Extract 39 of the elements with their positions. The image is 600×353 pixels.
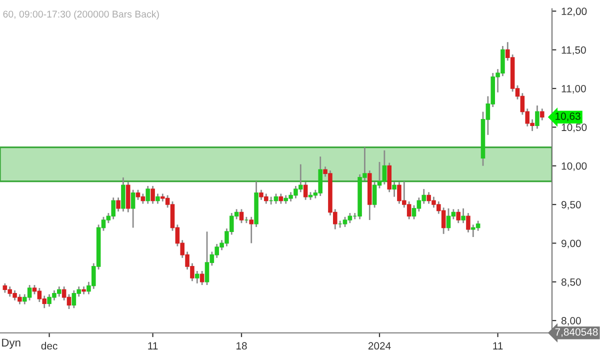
candlestick [146,185,150,204]
x-tick-label: 2024 [368,342,391,350]
text: 7,840548 [555,328,598,337]
y-tick-label: 11,50 [562,46,586,55]
candlestick [116,196,120,212]
candlestick [303,181,308,201]
candlestick [466,212,470,234]
y-tick-label: 9,00 [562,240,581,248]
candlestick [278,192,284,204]
candlestick [274,192,278,204]
candlestick [239,208,244,224]
y-tick-label: 10,00 [562,162,587,171]
y-tick-label: 8,00 [561,317,581,326]
chart-title: 60, 09:00-17:30 (200000 Bars Back) [3,10,159,20]
candlestick [195,270,200,284]
candlestick [249,216,254,244]
candlestick [200,270,204,286]
candlestick [540,108,544,121]
y-tick-label: 10,50 [562,124,587,132]
candlestick [456,208,460,224]
y-tick-label: 11,00 [562,84,586,94]
candlestick [130,189,136,228]
candlestick [387,162,392,193]
candlestick [392,181,396,198]
x-tick-label: dec [41,342,58,350]
x-tick-label: 11 [493,342,503,350]
candlestick [156,192,160,204]
candlestick [461,208,466,224]
x-tick-label: 18 [236,342,247,350]
text: Dyn [2,338,20,349]
candlestick [150,185,155,204]
y-tick-label: 8,50 [561,278,581,287]
y-tick-label: 9,50 [562,201,581,210]
candlestick [121,176,126,212]
candlestick [535,104,540,130]
candlestick [126,181,130,213]
y-tick-label: 12,00 [562,8,587,16]
text: 10,63 [556,112,580,122]
x-tick-label: 11 [148,342,158,350]
